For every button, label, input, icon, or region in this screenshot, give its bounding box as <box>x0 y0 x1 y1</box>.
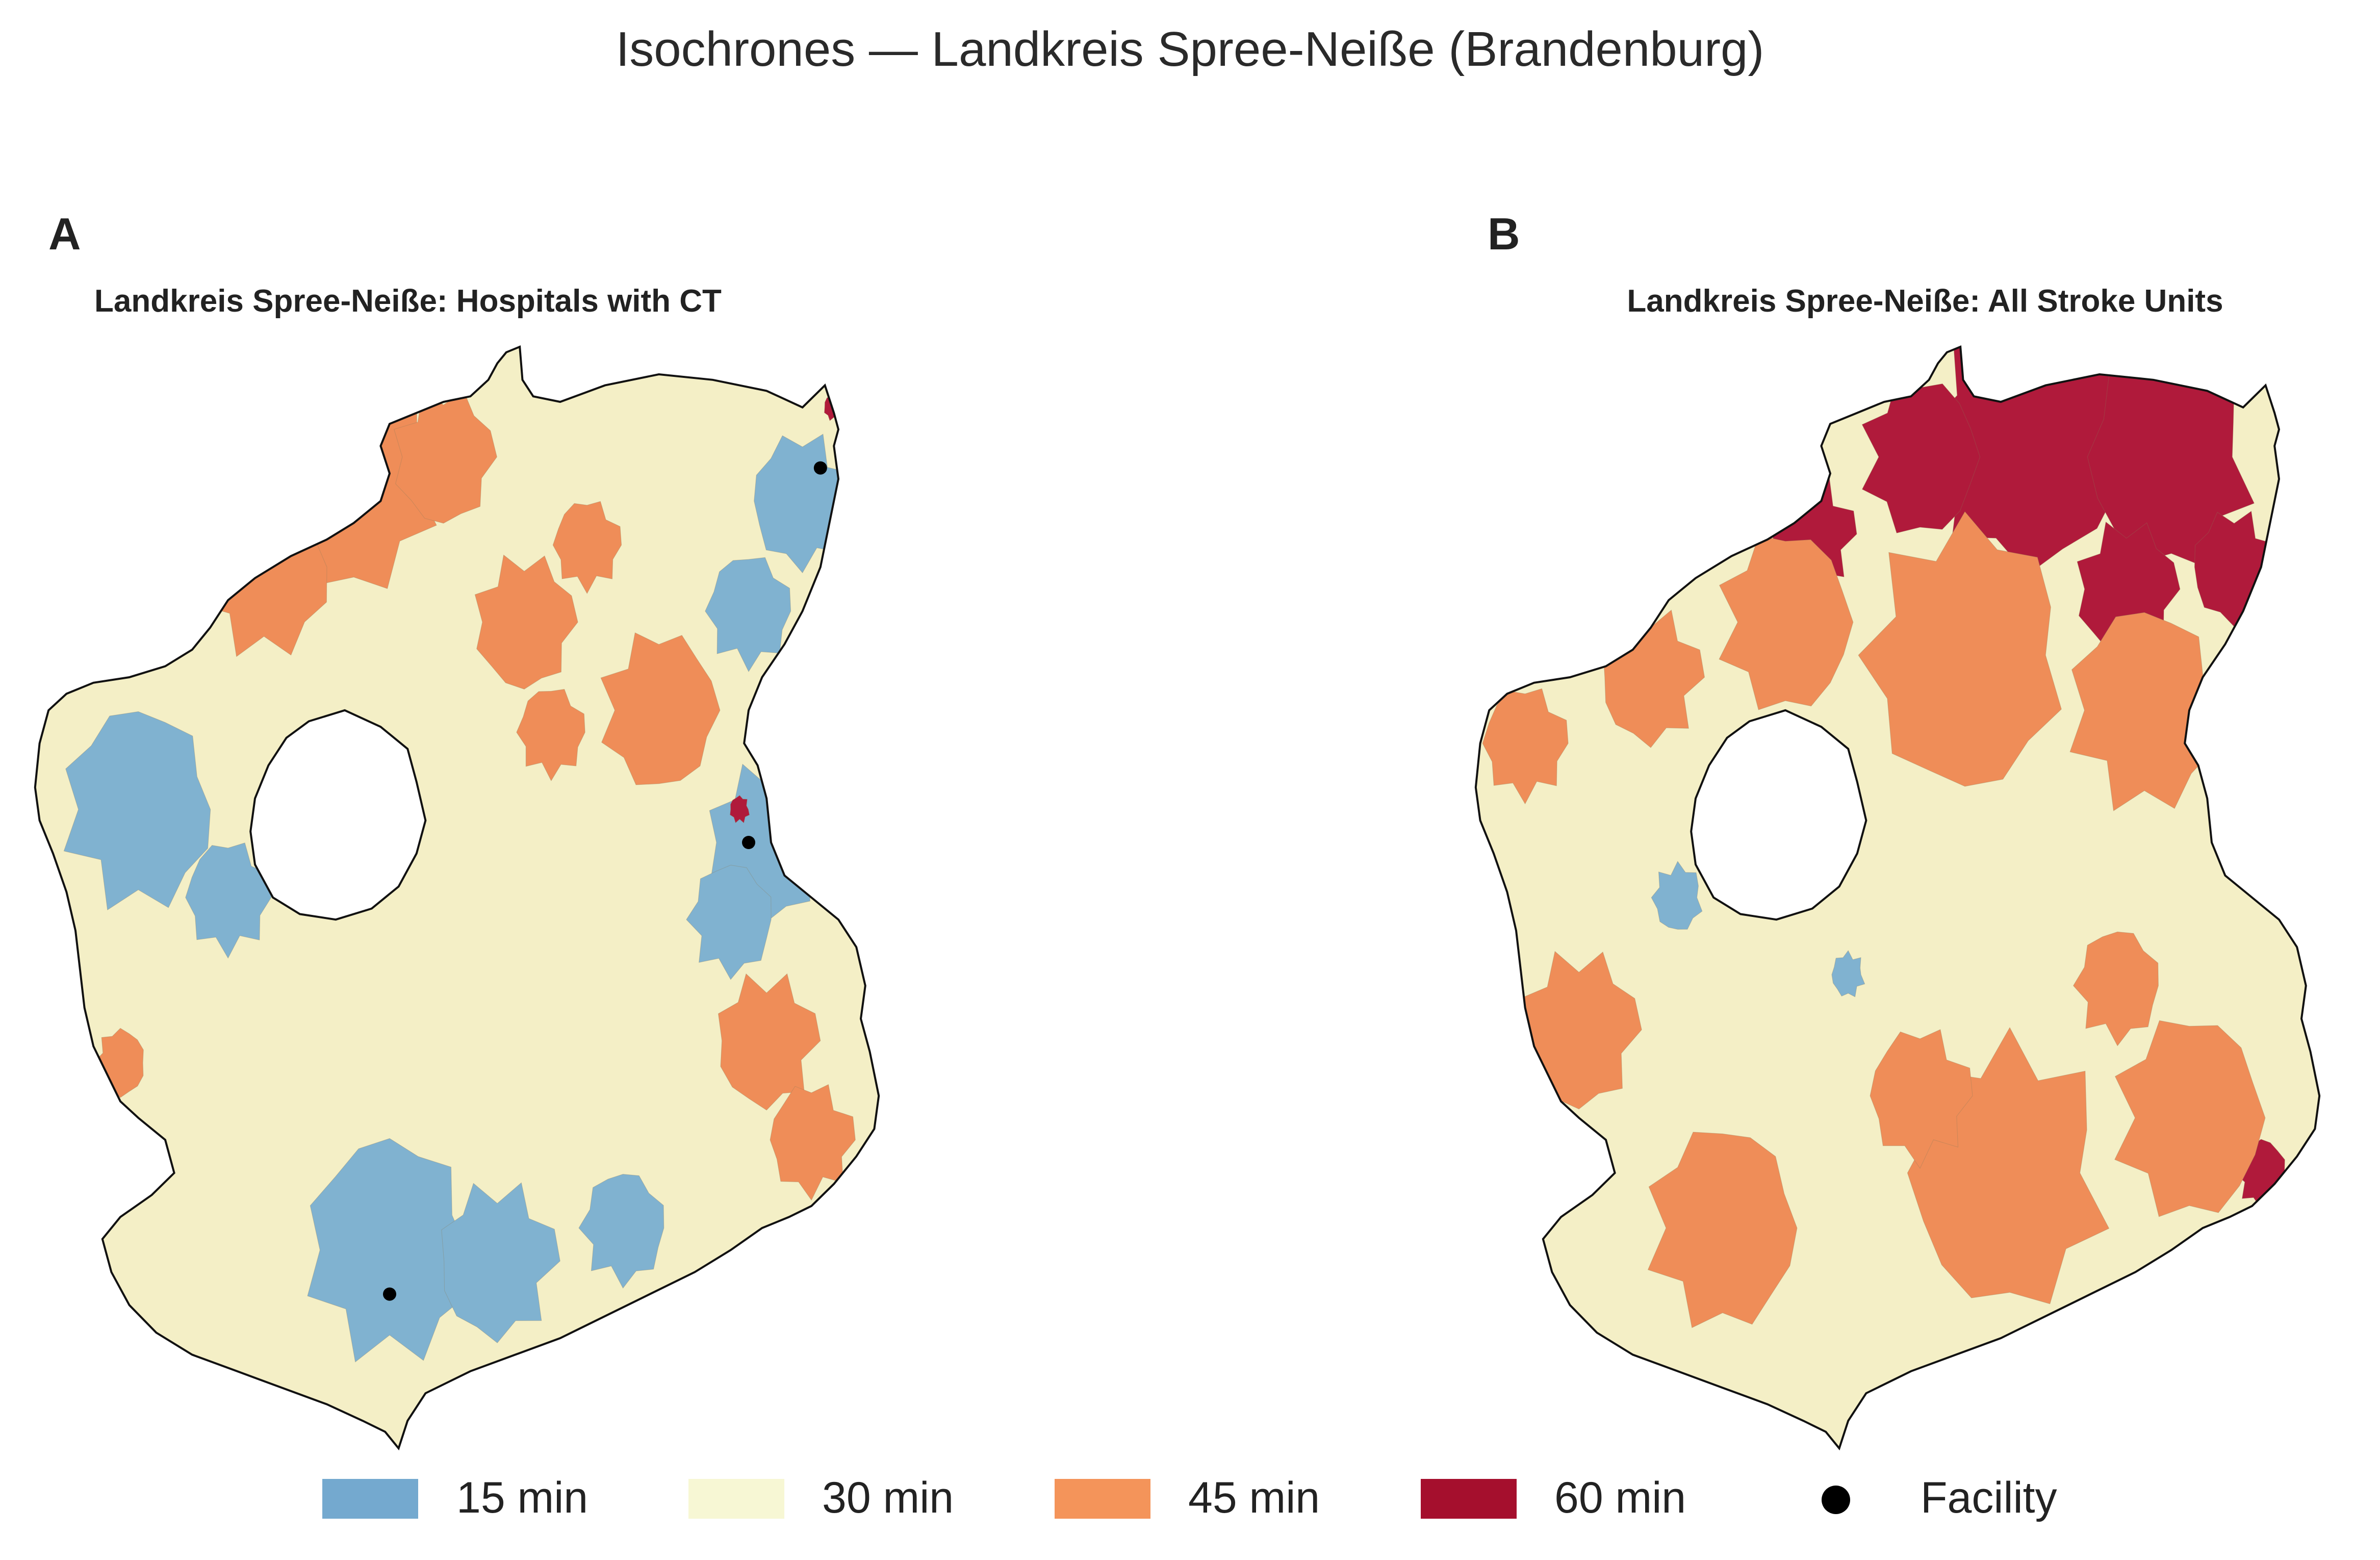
pa-zone-t15 <box>686 864 772 980</box>
pa-zone-t45 <box>718 973 821 1111</box>
pa-zone-t45 <box>552 501 622 594</box>
pa-facility-marker <box>813 461 827 475</box>
legend-label-15: 15 min <box>456 1473 588 1522</box>
pa-zone-t15 <box>441 1182 560 1343</box>
legend-label-facility: Facility <box>1921 1473 2057 1522</box>
pb-zone-t60 <box>1861 380 1981 533</box>
pb-cottbus-hole <box>1690 709 1867 921</box>
legend-swatch-15 <box>322 1479 418 1519</box>
pb-zone-t45 <box>1870 1029 1973 1169</box>
legend-label-30: 30 min <box>822 1473 954 1522</box>
pb-zones <box>1475 347 2320 1448</box>
pa-zone-t45 <box>770 1084 856 1201</box>
pa-facility-marker <box>383 1287 396 1301</box>
pb-zone-t45 <box>2069 612 2217 811</box>
legend: 15 min 30 min 45 min 60 min Facility <box>0 1469 2380 1535</box>
pa-zone-t45 <box>474 554 578 689</box>
pb-zone-t45 <box>1482 688 1569 805</box>
pb-zone-t45 <box>2072 931 2159 1046</box>
pb-zone-t15 <box>1651 861 1703 930</box>
pa-zone-t15 <box>185 842 272 959</box>
panel-a-letter: A <box>48 209 81 259</box>
panel-b-title: Landkreis Spree-Neiße: All Stroke Units <box>1627 284 2223 319</box>
pa-cottbus-hole <box>249 709 427 921</box>
legend-label-60: 60 min <box>1554 1473 1686 1522</box>
pa-zone-t15 <box>578 1173 664 1289</box>
pa-zone-t45 <box>394 389 497 524</box>
panel-b-letter: B <box>1488 209 1520 259</box>
pb-zone-t15 <box>1831 950 1865 998</box>
panel-a-title: Landkreis Spree-Neiße: Hospitals with CT <box>94 284 722 319</box>
pa-district-outline <box>34 345 880 1451</box>
pa-zone-t15 <box>705 557 791 673</box>
figure-suptitle: Isochrones — Landkreis Spree-Neiße (Bran… <box>616 22 1764 76</box>
pb-district-outline <box>1474 345 2321 1451</box>
pa-facility-marker <box>742 836 755 849</box>
pb-zone-t45 <box>1719 535 1854 710</box>
pb-zone-t45 <box>1858 511 2062 787</box>
pa-zone-t15 <box>63 711 211 911</box>
pb-zone-t45 <box>2114 1020 2266 1217</box>
legend-swatch-60 <box>1421 1479 1517 1519</box>
pa-zone-t60 <box>730 795 750 824</box>
legend-swatch-30 <box>688 1479 784 1519</box>
pa-zone-t15 <box>307 1138 469 1363</box>
pa-zone-t45 <box>600 632 721 785</box>
legend-swatch-45 <box>1055 1479 1150 1519</box>
legend-label-45: 45 min <box>1188 1473 1320 1522</box>
pb-zone-t45 <box>1647 1132 1798 1328</box>
pa-zone-t45 <box>516 688 585 782</box>
legend-marker-facility <box>1822 1486 1850 1514</box>
